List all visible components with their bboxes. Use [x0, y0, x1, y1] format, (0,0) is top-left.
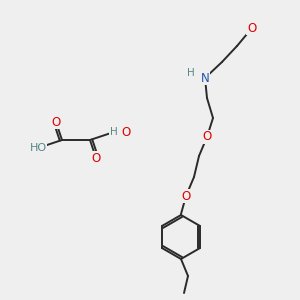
Text: N: N [201, 71, 209, 85]
Text: O: O [121, 125, 130, 139]
Text: O: O [182, 190, 190, 202]
Text: O: O [248, 22, 256, 34]
Text: HO: HO [29, 143, 46, 153]
Text: H: H [187, 68, 195, 78]
Text: O: O [202, 130, 211, 143]
Text: H: H [110, 127, 118, 137]
Text: O: O [51, 116, 61, 128]
Text: O: O [92, 152, 100, 164]
